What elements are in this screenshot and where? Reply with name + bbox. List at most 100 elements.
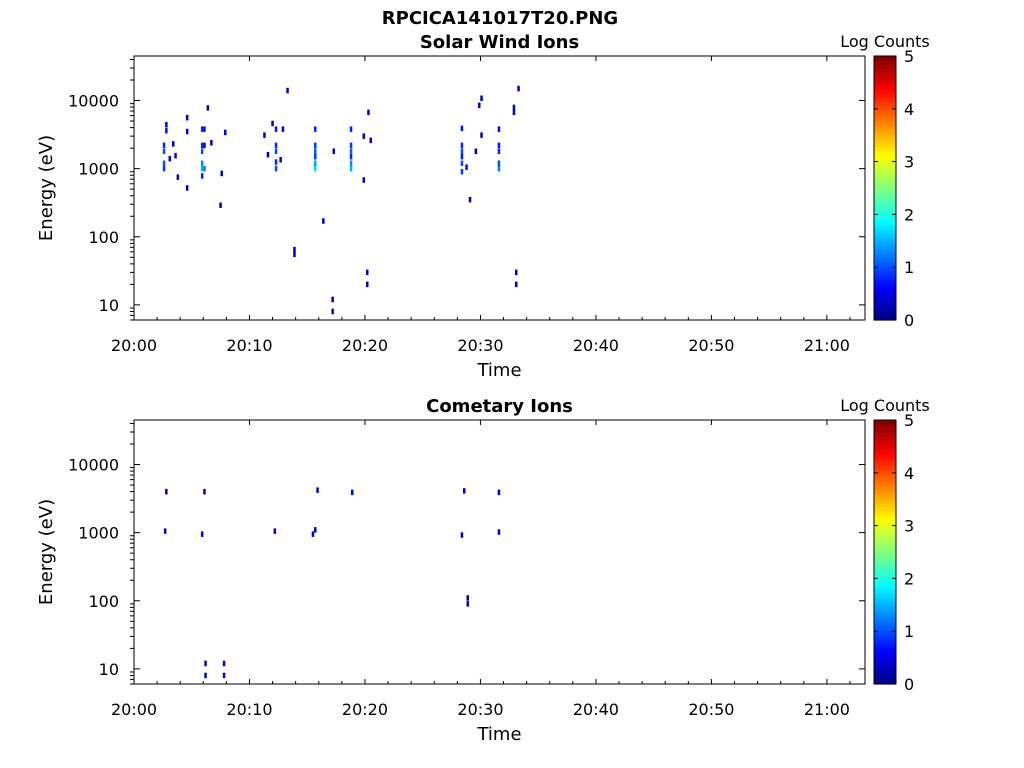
colorbar-step bbox=[874, 64, 896, 69]
colorbar-step bbox=[874, 307, 896, 313]
y-tick-label: 10 bbox=[99, 660, 119, 679]
colorbar-step bbox=[874, 490, 896, 495]
heatmap-cell bbox=[224, 129, 227, 136]
colorbar-step bbox=[874, 299, 896, 305]
colorbar-step bbox=[874, 436, 896, 442]
colorbar-step bbox=[874, 295, 896, 300]
colorbar-step bbox=[874, 638, 896, 644]
colorbar-tick-label: 4 bbox=[904, 100, 914, 119]
heatmap-cell bbox=[366, 281, 369, 288]
heatmap-cell bbox=[314, 148, 317, 154]
heatmap-cell bbox=[293, 251, 296, 258]
x-tick-label: 20:40 bbox=[573, 700, 619, 719]
colorbar-step bbox=[874, 420, 896, 425]
heatmap-cell bbox=[200, 531, 204, 537]
heatmap-cell bbox=[206, 105, 210, 111]
colorbar-step bbox=[874, 200, 896, 206]
heatmap-cell bbox=[314, 142, 317, 149]
colorbar-step bbox=[874, 601, 896, 607]
colorbar-step bbox=[874, 457, 896, 462]
colorbar-tick-label: 0 bbox=[904, 311, 914, 330]
colorbar-tick-label: 4 bbox=[904, 464, 914, 483]
colorbar-step bbox=[874, 428, 896, 433]
colorbar-step bbox=[874, 163, 896, 168]
heatmap-cell bbox=[497, 489, 501, 496]
colorbar-tick-label: 2 bbox=[904, 205, 914, 224]
colorbar-step bbox=[874, 315, 896, 321]
colorbar-step bbox=[874, 183, 896, 189]
heatmap-cell bbox=[349, 126, 353, 132]
colorbar-step bbox=[874, 216, 896, 222]
colorbar-step bbox=[874, 204, 896, 210]
heatmap-cell bbox=[200, 126, 204, 132]
colorbar-step bbox=[874, 642, 896, 648]
colorbar-step bbox=[874, 117, 896, 123]
heatmap-cell bbox=[274, 165, 278, 172]
x-tick-label: 20:40 bbox=[573, 336, 619, 355]
colorbar-step bbox=[874, 671, 896, 677]
colorbar-step bbox=[874, 68, 896, 74]
heatmap-cell bbox=[165, 488, 168, 495]
heatmap-cell bbox=[165, 128, 168, 134]
colorbar-step bbox=[874, 105, 896, 111]
heatmap-cell bbox=[203, 488, 206, 495]
heatmap-cell bbox=[200, 173, 204, 179]
x-tick-label: 21:00 bbox=[804, 336, 850, 355]
heatmap-cell bbox=[515, 269, 518, 276]
colorbar-step bbox=[874, 122, 896, 127]
colorbar-step bbox=[874, 675, 896, 681]
colorbar-step bbox=[874, 535, 896, 541]
heatmap-cell bbox=[162, 160, 166, 166]
colorbar-step bbox=[874, 679, 896, 685]
colorbar-step bbox=[874, 469, 896, 475]
colorbar-step bbox=[874, 76, 896, 82]
colorbar-step bbox=[874, 543, 896, 549]
heatmap-cell bbox=[497, 142, 501, 149]
colorbar-tick-label: 3 bbox=[904, 153, 914, 172]
colorbar-step bbox=[874, 465, 896, 471]
y-tick-label: 10000 bbox=[68, 456, 119, 475]
panel-title: Solar Wind Ions bbox=[420, 32, 579, 53]
colorbar-step bbox=[874, 580, 896, 586]
colorbar-step bbox=[874, 646, 896, 652]
colorbar-step bbox=[874, 221, 896, 226]
heatmap-cell bbox=[460, 169, 464, 175]
heatmap-cell bbox=[185, 128, 189, 135]
colorbar-step bbox=[874, 560, 896, 565]
colorbar-step bbox=[874, 188, 896, 193]
x-tick-label: 20:20 bbox=[342, 700, 388, 719]
heatmap-cell bbox=[497, 126, 501, 132]
colorbar-step bbox=[874, 634, 896, 640]
colorbar-step bbox=[874, 84, 896, 90]
colorbar-step bbox=[874, 531, 896, 537]
heatmap-cell bbox=[168, 155, 171, 162]
colorbar-step bbox=[874, 167, 896, 173]
heatmap-cell bbox=[200, 148, 204, 154]
colorbar-tick-label: 3 bbox=[904, 517, 914, 536]
colorbar-step bbox=[874, 72, 896, 78]
heatmap-cell bbox=[263, 132, 266, 138]
heatmap-cell bbox=[349, 142, 353, 149]
colorbar-step bbox=[874, 622, 896, 627]
y-tick-label: 10000 bbox=[68, 92, 119, 111]
colorbar-step bbox=[874, 233, 896, 239]
colorbar-step bbox=[874, 159, 896, 164]
figure-title: RPCICA141017T20.PNG bbox=[382, 8, 618, 29]
colorbar-step bbox=[874, 609, 896, 615]
y-tick-label: 1000 bbox=[78, 524, 119, 543]
heatmap-cell bbox=[162, 142, 166, 149]
x-axis-label: Time bbox=[476, 724, 521, 745]
colorbar-step bbox=[874, 568, 896, 574]
y-axis-label: Energy (eV) bbox=[36, 135, 57, 241]
colorbar-step bbox=[874, 179, 896, 185]
colorbar-step bbox=[874, 208, 896, 214]
colorbar-step bbox=[874, 126, 896, 131]
x-tick-label: 20:00 bbox=[111, 336, 157, 355]
colorbar-step bbox=[874, 626, 896, 631]
colorbar-step bbox=[874, 192, 896, 197]
colorbar-step bbox=[874, 196, 896, 201]
heatmap-cell bbox=[512, 104, 516, 111]
colorbar-step bbox=[874, 589, 896, 594]
